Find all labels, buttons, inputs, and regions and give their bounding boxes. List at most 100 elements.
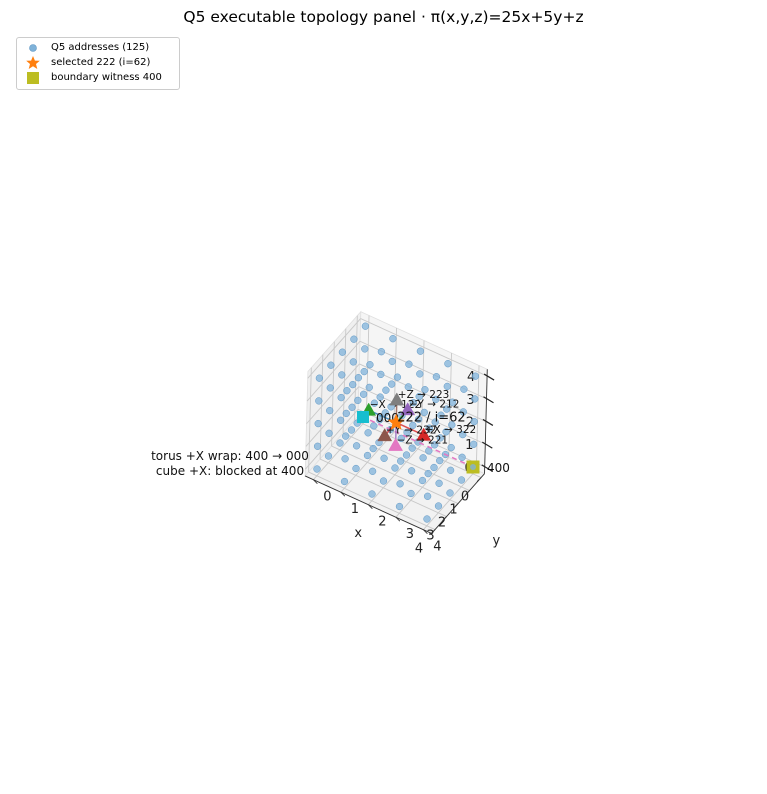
address-point [421,386,429,394]
address-point [448,398,457,406]
neighbor-marker [377,428,393,442]
grid-line [319,458,447,517]
neighbor-marker [400,402,416,416]
address-point [380,454,388,462]
address-point [435,479,443,487]
address-point [341,455,349,463]
grid-line [307,318,361,379]
address-point [459,430,467,439]
grid-line [423,469,477,531]
address-point [340,477,349,486]
address-point [336,439,344,447]
address-point [414,415,423,423]
address-point [457,476,466,484]
neighbor-label: −Z → 221 [397,434,449,446]
address-point [349,380,357,389]
address-point [369,444,377,453]
origin-marker [357,411,369,423]
address-point [405,360,413,368]
neighbor-marker [389,392,405,406]
address-point [360,367,368,376]
address-point [415,392,423,401]
address-point [436,456,444,465]
grid-line [308,367,312,473]
star-marker-icon [26,56,40,69]
grid-line [308,471,436,530]
address-point [349,358,357,366]
x-axis-label: x [354,526,362,541]
z-tick-label: 3 [466,393,474,408]
address-point [379,477,388,485]
address-point [430,463,438,472]
address-point [446,466,455,474]
address-point [423,515,431,523]
address-point [446,489,454,497]
address-point [404,383,412,391]
address-point [409,421,417,430]
address-point [325,429,333,437]
grid-line [306,340,361,402]
neighbor-marker [416,427,432,441]
z-tick-mark [481,464,493,472]
x-tick-label: 1 [351,502,359,517]
address-point [364,429,372,437]
address-point [443,382,451,391]
address-point [423,492,432,500]
address-point [338,348,347,356]
address-point [377,348,386,356]
z-tick-mark [483,396,494,404]
address-point [395,502,404,511]
witness-label: 400 [487,461,510,475]
x-tick-mark [368,504,373,510]
selected-star-marker [387,413,405,430]
address-point [370,399,379,407]
z-tick-label: 4 [467,370,475,385]
address-point [354,374,363,382]
address-point [393,373,402,381]
address-point [416,347,425,355]
address-point [471,372,480,380]
grid-line [319,354,324,460]
grid-line [395,457,450,518]
address-point [469,440,478,448]
grid-line [331,445,459,504]
neighbor-label: +X → 322 [425,424,477,436]
address-point [350,335,358,343]
address-point [388,380,396,388]
grid-line [360,318,488,377]
address-point [377,370,385,379]
address-point [471,395,479,403]
address-point [397,457,405,465]
address-point [442,428,450,436]
x-tick-label: 2 [378,515,386,530]
address-point [363,451,372,460]
address-point [459,408,467,416]
address-point [436,434,444,442]
address-point [315,374,324,382]
y-tick-label: 1 [449,503,457,518]
address-point [389,335,397,343]
y-tick-mark [453,503,459,508]
address-point [407,489,415,498]
neighbor-link-line [395,421,425,436]
address-point [324,452,333,460]
address-point [432,395,440,404]
address-point [337,393,345,402]
address-point [381,409,389,417]
y-tick-label: 0 [461,490,469,505]
address-point [342,432,350,440]
address-point [368,467,377,475]
legend-item-witness: boundary witness 400 [17,71,177,85]
address-point [434,502,443,510]
address-point [432,373,441,381]
y-tick-mark [442,516,447,521]
legend-label: selected 222 (i=62) [51,57,151,68]
torus-wrap-line [362,416,474,468]
address-point [425,424,434,432]
y-tick-mark [430,529,436,534]
address-point [396,480,404,488]
neighbor-label: +Z → 223 [398,389,450,401]
address-point [460,385,468,393]
address-point [327,361,335,369]
